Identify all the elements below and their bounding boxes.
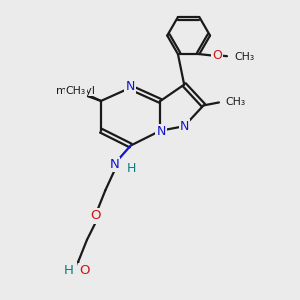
Text: O: O	[79, 265, 89, 278]
Text: N: N	[110, 158, 119, 171]
Text: CH₃: CH₃	[226, 97, 246, 107]
Text: methyl: methyl	[70, 89, 75, 91]
Text: O: O	[212, 49, 222, 62]
Text: N: N	[125, 80, 135, 94]
Text: N: N	[180, 120, 190, 133]
Text: N: N	[156, 125, 166, 138]
Text: H: H	[127, 162, 136, 175]
Text: H: H	[63, 265, 73, 278]
Text: methyl: methyl	[56, 85, 95, 96]
Text: O: O	[91, 209, 101, 223]
Text: CH₃: CH₃	[234, 52, 254, 62]
Text: CH₃: CH₃	[66, 86, 86, 96]
